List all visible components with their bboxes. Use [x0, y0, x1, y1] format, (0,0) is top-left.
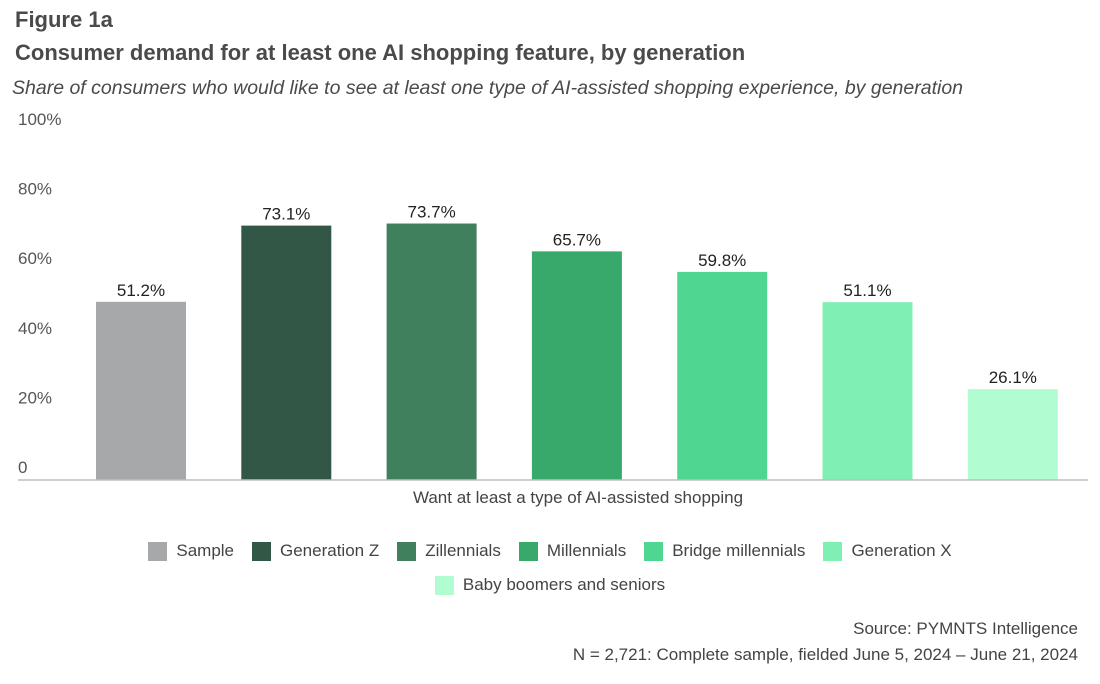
- data-label: 65.7%: [553, 230, 601, 249]
- data-label: 26.1%: [989, 368, 1037, 387]
- legend-label: Generation X: [851, 541, 952, 560]
- source-text: Source: PYMNTS Intelligence: [853, 619, 1078, 638]
- data-label: 73.1%: [262, 205, 310, 224]
- bar-bridge-millennials: [677, 271, 768, 480]
- data-label: 51.1%: [843, 281, 891, 300]
- figure-label: Figure 1a: [15, 7, 113, 32]
- data-label: 73.7%: [407, 203, 455, 222]
- bar-chart: 0 20% 40% 60% 80% 100% 51.2% 73.1% 73.7% 65.7% 59…: [18, 110, 1088, 507]
- legend-label: Bridge millennials: [672, 541, 806, 560]
- legend-label: Generation Z: [280, 541, 380, 560]
- legend-swatch: [518, 541, 538, 561]
- legend-item: Bridge millennials: [644, 541, 805, 561]
- legend-item: Zillennials: [397, 541, 501, 561]
- bar-zillennials: [386, 223, 477, 481]
- legend-item: Baby boomers and seniors: [434, 575, 666, 595]
- legend-swatch: [397, 541, 417, 561]
- legend: Sample Generation Z Zillennials Millennials…: [0, 541, 1100, 561]
- legend-swatch: [434, 575, 454, 595]
- x-category-label: Want at least a type of AI-assisted shop…: [413, 488, 743, 507]
- legend-label: Millennials: [546, 541, 627, 560]
- legend-swatch: [823, 541, 843, 561]
- y-tick-label: 40%: [18, 319, 52, 338]
- bar-generation-x: [822, 302, 913, 480]
- legend-item: Generation X: [823, 541, 952, 561]
- y-tick-label: 0: [18, 458, 27, 477]
- y-tick-label: 60%: [18, 249, 52, 268]
- legend-label: Baby boomers and seniors: [462, 575, 666, 594]
- legend-item: Generation Z: [252, 541, 379, 561]
- y-axis: 0 20% 40% 60% 80% 100%: [18, 110, 61, 477]
- bar-sample: [96, 301, 186, 480]
- legend-row-2: Baby boomers and seniors: [0, 575, 1100, 595]
- legend-item: Millennials: [518, 541, 627, 561]
- legend-label: Sample: [176, 541, 234, 560]
- bars: 51.2% 73.1% 73.7% 65.7% 59.8% 51.1% 26.1%: [96, 203, 1058, 481]
- sample-note: N = 2,721: Complete sample, fielded June…: [572, 645, 1078, 664]
- legend-swatch: [148, 541, 168, 561]
- legend-label: Zillennials: [425, 541, 501, 560]
- data-label: 59.8%: [698, 251, 746, 270]
- bar-generation-z: [241, 225, 332, 480]
- y-tick-label: 20%: [18, 388, 52, 407]
- bar-millennials: [531, 251, 622, 480]
- chart-subtitle: Share of consumers who would like to see…: [12, 77, 964, 99]
- legend-swatch: [644, 541, 664, 561]
- chart-title: Consumer demand for at least one AI shop…: [15, 40, 746, 65]
- y-tick-label: 100%: [18, 110, 61, 129]
- data-label: 51.2%: [117, 281, 165, 300]
- y-tick-label: 80%: [18, 180, 52, 199]
- legend-item: Sample: [148, 541, 234, 561]
- legend-swatch: [252, 541, 271, 561]
- bar-baby-boomers-and-seniors: [967, 389, 1058, 480]
